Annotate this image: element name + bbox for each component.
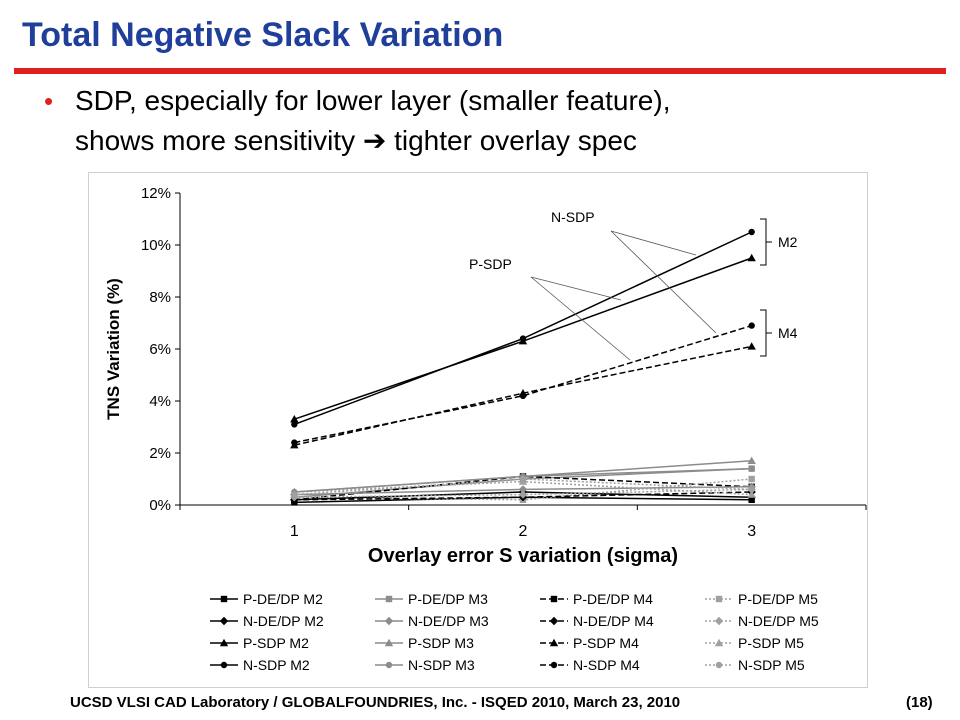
annotation-n-sdp: N-SDP [551, 209, 595, 225]
series-lines [294, 231, 752, 504]
legend-label-p-sdp-m3: P-SDP M3 [408, 635, 474, 651]
legend-marker-p-de-dp-m2 [220, 595, 228, 603]
legend-label-n-sdp-m2: N-SDP M2 [243, 657, 310, 673]
legend-label-n-sdp-m4: N-SDP M4 [573, 657, 640, 673]
series-line-n-sdp-m4 [294, 324, 752, 444]
legend-label-p-de-dp-m2: P-DE/DP M2 [243, 591, 323, 607]
x-axis-label: Overlay error S variation (sigma) [368, 545, 678, 567]
legend-label-p-de-dp-m5: P-DE/DP M5 [738, 591, 818, 607]
legend-label-p-sdp-m2: P-SDP M2 [243, 635, 309, 651]
arrow-n-sdp-m2 [610, 230, 697, 256]
chart-container: 0% 2% 4% 6% 8% 10% 12% 1 2 3 TNS Variation (%) O… [88, 172, 868, 688]
legend-marker-p-sdp-m4 [549, 638, 559, 647]
chart-annotations: N-SDP P-SDP M2 M4 [469, 209, 798, 361]
y-tick-label: 10% [141, 237, 171, 254]
legend-label-n-de-dp-m4: N-DE/DP M4 [573, 613, 654, 629]
legend-marker-n-de-dp-m3 [384, 616, 394, 626]
x-tick-label: 2 [519, 523, 528, 540]
legend-marker-p-sdp-m2 [219, 638, 229, 647]
legend-marker-p-de-dp-m5 [715, 595, 723, 603]
y-tick-label: 8% [149, 289, 171, 306]
data-point-n-sdp-m5 [519, 475, 527, 483]
data-point-p-de-dp-m5 [748, 475, 755, 483]
data-point-n-de-dp-m5 [518, 490, 528, 499]
legend-marker-n-sdp-m5 [715, 661, 723, 669]
data-point-p-sdp-m5 [747, 490, 756, 498]
x-ticks: 1 2 3 [179, 505, 867, 540]
data-point-n-sdp-m2 [291, 421, 298, 428]
bullet-line-2: shows more sensitivity ➔ tighter overlay… [75, 125, 637, 156]
x-tick-label: 1 [290, 523, 299, 540]
page-number: (18) [906, 694, 933, 711]
data-point-n-sdp-m5 [291, 491, 298, 498]
legend-label-p-de-dp-m4: P-DE/DP M4 [573, 591, 653, 607]
title-underline [14, 68, 946, 74]
legend-marker-p-sdp-m5 [714, 638, 724, 647]
tns-variation-chart: 0% 2% 4% 6% 8% 10% 12% 1 2 3 TNS Variation (%) O… [104, 185, 867, 673]
series-markers [290, 228, 756, 506]
arrow-p-sdp-m2 [530, 276, 622, 301]
data-point-n-sdp-m5 [748, 486, 755, 493]
y-ticks: 0% 2% 4% 6% 8% 10% 12% [141, 185, 180, 514]
chart-legend: P-DE/DP M2 P-DE/DP M3 P-DE/DP M4 P-DE/DP M5… [210, 591, 819, 673]
annotation-p-sdp: P-SDP [469, 256, 512, 272]
data-point-n-sdp-m3 [748, 465, 755, 472]
data-point-p-sdp-m2 [747, 253, 756, 262]
legend-label-n-de-dp-m3: N-DE/DP M3 [408, 613, 489, 629]
bracket-m4 [760, 309, 767, 357]
legend-label-p-sdp-m4: P-SDP M4 [573, 635, 639, 651]
data-point-p-sdp-m2 [290, 415, 299, 423]
legend-marker-p-de-dp-m4 [550, 595, 558, 603]
legend-marker-n-sdp-m3 [385, 661, 393, 669]
legend-label-n-sdp-m3: N-SDP M3 [408, 657, 475, 673]
data-point-p-sdp-m3 [747, 456, 756, 464]
legend-label-n-de-dp-m2: N-DE/DP M2 [243, 613, 324, 629]
y-tick-label: 0% [149, 497, 171, 514]
legend-marker-p-sdp-m3 [384, 638, 394, 647]
legend-label-n-sdp-m5: N-SDP M5 [738, 657, 805, 673]
annotation-m4: M4 [778, 325, 798, 341]
legend-label-n-de-dp-m5: N-DE/DP M5 [738, 613, 819, 629]
y-tick-label: 6% [149, 341, 171, 358]
y-axis-label: TNS Variation (%) [104, 278, 123, 420]
y-tick-label: 2% [149, 445, 171, 462]
legend-marker-n-de-dp-m2 [219, 616, 229, 626]
arrow-p-sdp-m4 [530, 276, 631, 361]
data-point-p-sdp-m4 [747, 342, 756, 350]
slide-title: Total Negative Slack Variation [22, 16, 504, 54]
legend-marker-n-sdp-m2 [220, 661, 228, 669]
chart-axes [179, 193, 866, 506]
bracket-m2 [760, 218, 767, 266]
footer-text: UCSD VLSI CAD Laboratory / GLOBALFOUNDRI… [70, 694, 681, 711]
data-point-n-sdp-m4 [291, 439, 298, 446]
data-point-n-sdp-m2 [748, 228, 755, 236]
data-point-n-de-dp-m3 [518, 485, 528, 494]
legend-marker-n-de-dp-m5 [714, 616, 724, 626]
data-point-n-sdp-m4 [748, 322, 755, 329]
legend-label-p-sdp-m5: P-SDP M5 [738, 635, 804, 651]
y-tick-label: 4% [149, 393, 171, 410]
x-tick-label: 3 [747, 523, 756, 540]
data-point-n-sdp-m4 [519, 392, 527, 399]
data-point-n-sdp-m2 [519, 335, 527, 342]
annotation-m2: M2 [778, 234, 798, 250]
legend-marker-n-sdp-m4 [550, 661, 558, 669]
legend-marker-n-de-dp-m4 [549, 616, 559, 626]
bullet-line-1: SDP, especially for lower layer (smaller… [75, 85, 671, 116]
legend-marker-p-de-dp-m3 [385, 595, 393, 603]
bullet-dot: • [44, 86, 54, 116]
y-tick-label: 12% [141, 185, 171, 202]
legend-label-p-de-dp-m3: P-DE/DP M3 [408, 591, 488, 607]
arrow-n-sdp-m4 [610, 230, 717, 334]
